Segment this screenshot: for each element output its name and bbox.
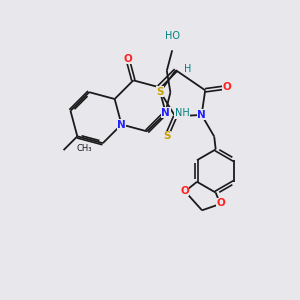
Text: S: S: [157, 87, 164, 97]
Text: HO: HO: [165, 31, 180, 41]
Text: O: O: [180, 186, 189, 196]
Text: N: N: [117, 119, 126, 130]
Text: O: O: [222, 82, 231, 92]
Text: N: N: [161, 108, 170, 118]
Text: O: O: [123, 54, 132, 64]
Text: O: O: [216, 198, 225, 208]
Text: S: S: [163, 131, 170, 141]
Text: H: H: [184, 64, 192, 74]
Text: NH: NH: [175, 108, 189, 118]
Text: CH₃: CH₃: [76, 144, 92, 153]
Text: N: N: [197, 110, 206, 120]
